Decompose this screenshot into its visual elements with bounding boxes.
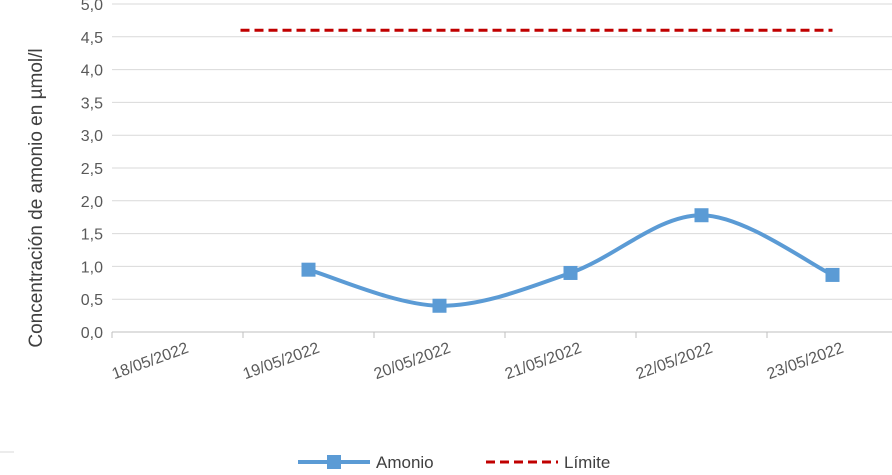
y-tick-label: 4,0 <box>81 63 103 80</box>
series-amonio-point <box>825 267 840 282</box>
series-amonio-point <box>694 208 709 223</box>
y-tick-label: 0,5 <box>81 292 103 309</box>
x-tick-label: 23/05/2022 <box>765 340 846 383</box>
legend: Amonio Límite <box>298 453 610 472</box>
y-tick-label: 0,0 <box>81 325 103 342</box>
series-amonio-point <box>432 298 447 313</box>
gridlines <box>0 3 892 453</box>
series-layer <box>240 28 840 313</box>
x-tick-label: 19/05/2022 <box>241 340 322 383</box>
x-axis-ticks: 18/05/2022 19/05/2022 20/05/2022 21/05/2022… <box>110 332 846 383</box>
y-tick-label: 4,5 <box>81 30 103 47</box>
y-tick-label: 2,5 <box>81 161 103 178</box>
x-tick-label: 21/05/2022 <box>503 340 584 383</box>
series-amonio-point <box>563 265 578 280</box>
x-tick-label: 22/05/2022 <box>634 340 715 383</box>
y-tick-label: 1,5 <box>81 227 103 244</box>
legend-item: Amonio <box>298 453 434 472</box>
y-tick-label: 3,0 <box>81 128 103 145</box>
legend-item: Límite <box>486 453 610 472</box>
legend-label: Límite <box>564 453 610 472</box>
y-tick-label: 3,5 <box>81 95 103 112</box>
x-tick-label: 18/05/2022 <box>110 340 191 383</box>
series-amonio-point <box>301 262 316 277</box>
legend-marker-amonio <box>327 455 341 469</box>
series-amonio-line <box>307 213 834 308</box>
y-axis-ticks: 0,0 0,5 1,0 1,5 2,0 2,5 3,0 3,5 4,0 4,5 5,0 <box>81 0 103 342</box>
x-tick-label: 20/05/2022 <box>372 340 453 383</box>
legend-label: Amonio <box>376 453 434 472</box>
y-tick-label: 5,0 <box>81 0 103 14</box>
y-tick-label: 1,0 <box>81 259 103 276</box>
y-tick-label: 2,0 <box>81 194 103 211</box>
y-axis-label: Concentración de amonio en µmol/l <box>26 48 47 347</box>
